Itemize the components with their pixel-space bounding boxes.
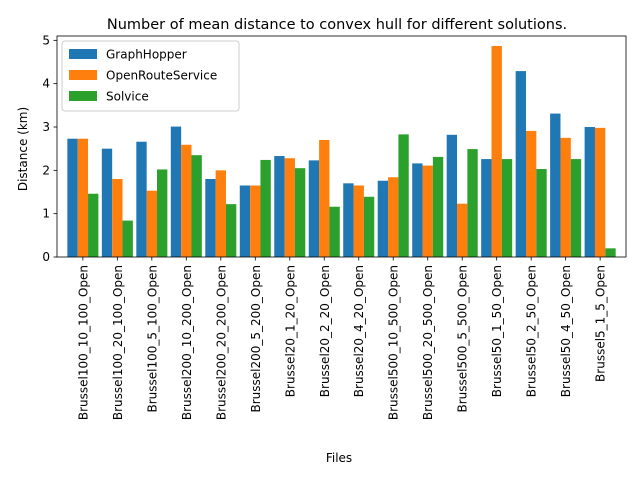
bar-graphhopper-6 bbox=[274, 156, 285, 257]
y-tick-label-5: 5 bbox=[42, 33, 50, 47]
bar-solvice-9 bbox=[398, 134, 409, 257]
bar-openrouteservice-11 bbox=[457, 203, 468, 257]
bar-solvice-15 bbox=[605, 248, 616, 257]
x-tick-label-8: Brussel20_4_20_Open bbox=[352, 265, 366, 397]
bar-solvice-12 bbox=[501, 159, 513, 257]
bar-solvice-10 bbox=[432, 156, 444, 257]
bar-solvice-2 bbox=[157, 169, 168, 257]
bar-solvice-8 bbox=[363, 196, 375, 257]
bar-graphhopper-15 bbox=[584, 127, 595, 257]
bar-graphhopper-12 bbox=[481, 159, 492, 257]
bar-graphhopper-13 bbox=[515, 71, 526, 257]
legend: GraphHopper OpenRouteService Solvice bbox=[61, 40, 240, 112]
bar-graphhopper-11 bbox=[446, 134, 458, 257]
bar-openrouteservice-10 bbox=[422, 165, 433, 257]
x-tick-label-14: Brussel50_4_50_Open bbox=[559, 265, 573, 397]
bar-openrouteservice-12 bbox=[491, 45, 502, 257]
bar-solvice-7 bbox=[329, 206, 340, 257]
x-tick-label-4: Brussel200_20_200_Open bbox=[214, 265, 228, 420]
y-tick-label-1: 1 bbox=[42, 207, 50, 221]
y-tick-label-4: 4 bbox=[42, 77, 50, 91]
x-tick-label-3: Brussel200_10_200_Open bbox=[180, 265, 194, 420]
x-axis-label: Files bbox=[326, 451, 352, 465]
x-tick-label-15: Brussel5_1_5_Open bbox=[594, 265, 608, 382]
bar-graphhopper-14 bbox=[550, 113, 561, 257]
bar-graphhopper-8 bbox=[343, 183, 354, 257]
legend-label-graphhopper: GraphHopper bbox=[106, 48, 187, 62]
bar-solvice-11 bbox=[467, 149, 478, 257]
bar-graphhopper-3 bbox=[170, 126, 182, 257]
bar-graphhopper-5 bbox=[239, 185, 251, 257]
x-tick-label-1: Brussel100_20_100_Open bbox=[111, 265, 125, 420]
legend-swatch-graphhopper bbox=[69, 49, 97, 59]
bar-openrouteservice-15 bbox=[594, 127, 606, 257]
bar-openrouteservice-0 bbox=[77, 138, 89, 257]
x-tick-label-11: Brussel500_5_500_Open bbox=[456, 265, 470, 413]
legend-label-openrouteservice: OpenRouteService bbox=[106, 69, 217, 83]
y-tick-label-3: 3 bbox=[42, 120, 50, 134]
y-tick-label-0: 0 bbox=[42, 250, 50, 264]
bar-openrouteservice-2 bbox=[146, 190, 158, 257]
bar-graphhopper-1 bbox=[101, 148, 113, 257]
bar-graphhopper-0 bbox=[67, 138, 78, 257]
bar-openrouteservice-1 bbox=[112, 179, 123, 257]
bar-openrouteservice-7 bbox=[319, 140, 330, 257]
axes-group: 0 1 2 3 4 5 Brussel100_10_100_Open Brussel100_2… bbox=[42, 33, 627, 420]
bar-solvice-5 bbox=[260, 159, 271, 257]
bar-graphhopper-9 bbox=[377, 180, 389, 257]
bar-graphhopper-10 bbox=[412, 163, 423, 257]
bar-solvice-3 bbox=[191, 155, 202, 257]
bar-openrouteservice-4 bbox=[215, 170, 226, 257]
bar-solvice-4 bbox=[225, 204, 237, 257]
x-tick-label-13: Brussel50_2_50_Open bbox=[525, 265, 539, 397]
x-tick-label-9: Brussel500_10_500_Open bbox=[387, 265, 401, 420]
bar-solvice-14 bbox=[570, 159, 582, 257]
bar-openrouteservice-9 bbox=[388, 177, 399, 257]
bar-openrouteservice-8 bbox=[353, 185, 364, 257]
bar-graphhopper-7 bbox=[308, 160, 320, 257]
bars-group bbox=[67, 45, 616, 257]
bar-graphhopper-4 bbox=[205, 179, 216, 257]
bar-openrouteservice-3 bbox=[181, 144, 192, 257]
x-tick-label-5: Brussel200_5_200_Open bbox=[249, 265, 263, 413]
y-axis-label: Distance (km) bbox=[16, 107, 30, 191]
x-tick-label-12: Brussel50_1_50_Open bbox=[490, 265, 504, 397]
x-tick-label-10: Brussel500_20_500_Open bbox=[421, 265, 435, 420]
bar-solvice-1 bbox=[122, 220, 133, 257]
bar-openrouteservice-6 bbox=[284, 158, 295, 257]
bar-openrouteservice-14 bbox=[560, 137, 571, 257]
bar-openrouteservice-5 bbox=[250, 185, 261, 257]
bar-solvice-0 bbox=[88, 193, 99, 257]
x-tick-label-2: Brussel100_5_100_Open bbox=[145, 265, 159, 413]
x-tick-label-7: Brussel20_2_20_Open bbox=[318, 265, 332, 397]
legend-swatch-openrouteservice bbox=[69, 70, 97, 80]
chart-title: Number of mean distance to convex hull f… bbox=[107, 17, 567, 33]
legend-label-solvice: Solvice bbox=[106, 90, 149, 104]
legend-swatch-solvice bbox=[69, 91, 97, 101]
plot-frame bbox=[56, 35, 627, 258]
bar-openrouteservice-13 bbox=[525, 130, 537, 257]
x-tick-label-6: Brussel20_1_20_Open bbox=[283, 265, 297, 397]
x-tick-label-0: Brussel100_10_100_Open bbox=[76, 265, 90, 420]
bar-graphhopper-2 bbox=[136, 141, 147, 257]
legend-box bbox=[61, 40, 240, 112]
y-tick-label-2: 2 bbox=[42, 163, 50, 177]
bar-solvice-13 bbox=[536, 169, 547, 257]
bar-solvice-6 bbox=[294, 168, 306, 257]
